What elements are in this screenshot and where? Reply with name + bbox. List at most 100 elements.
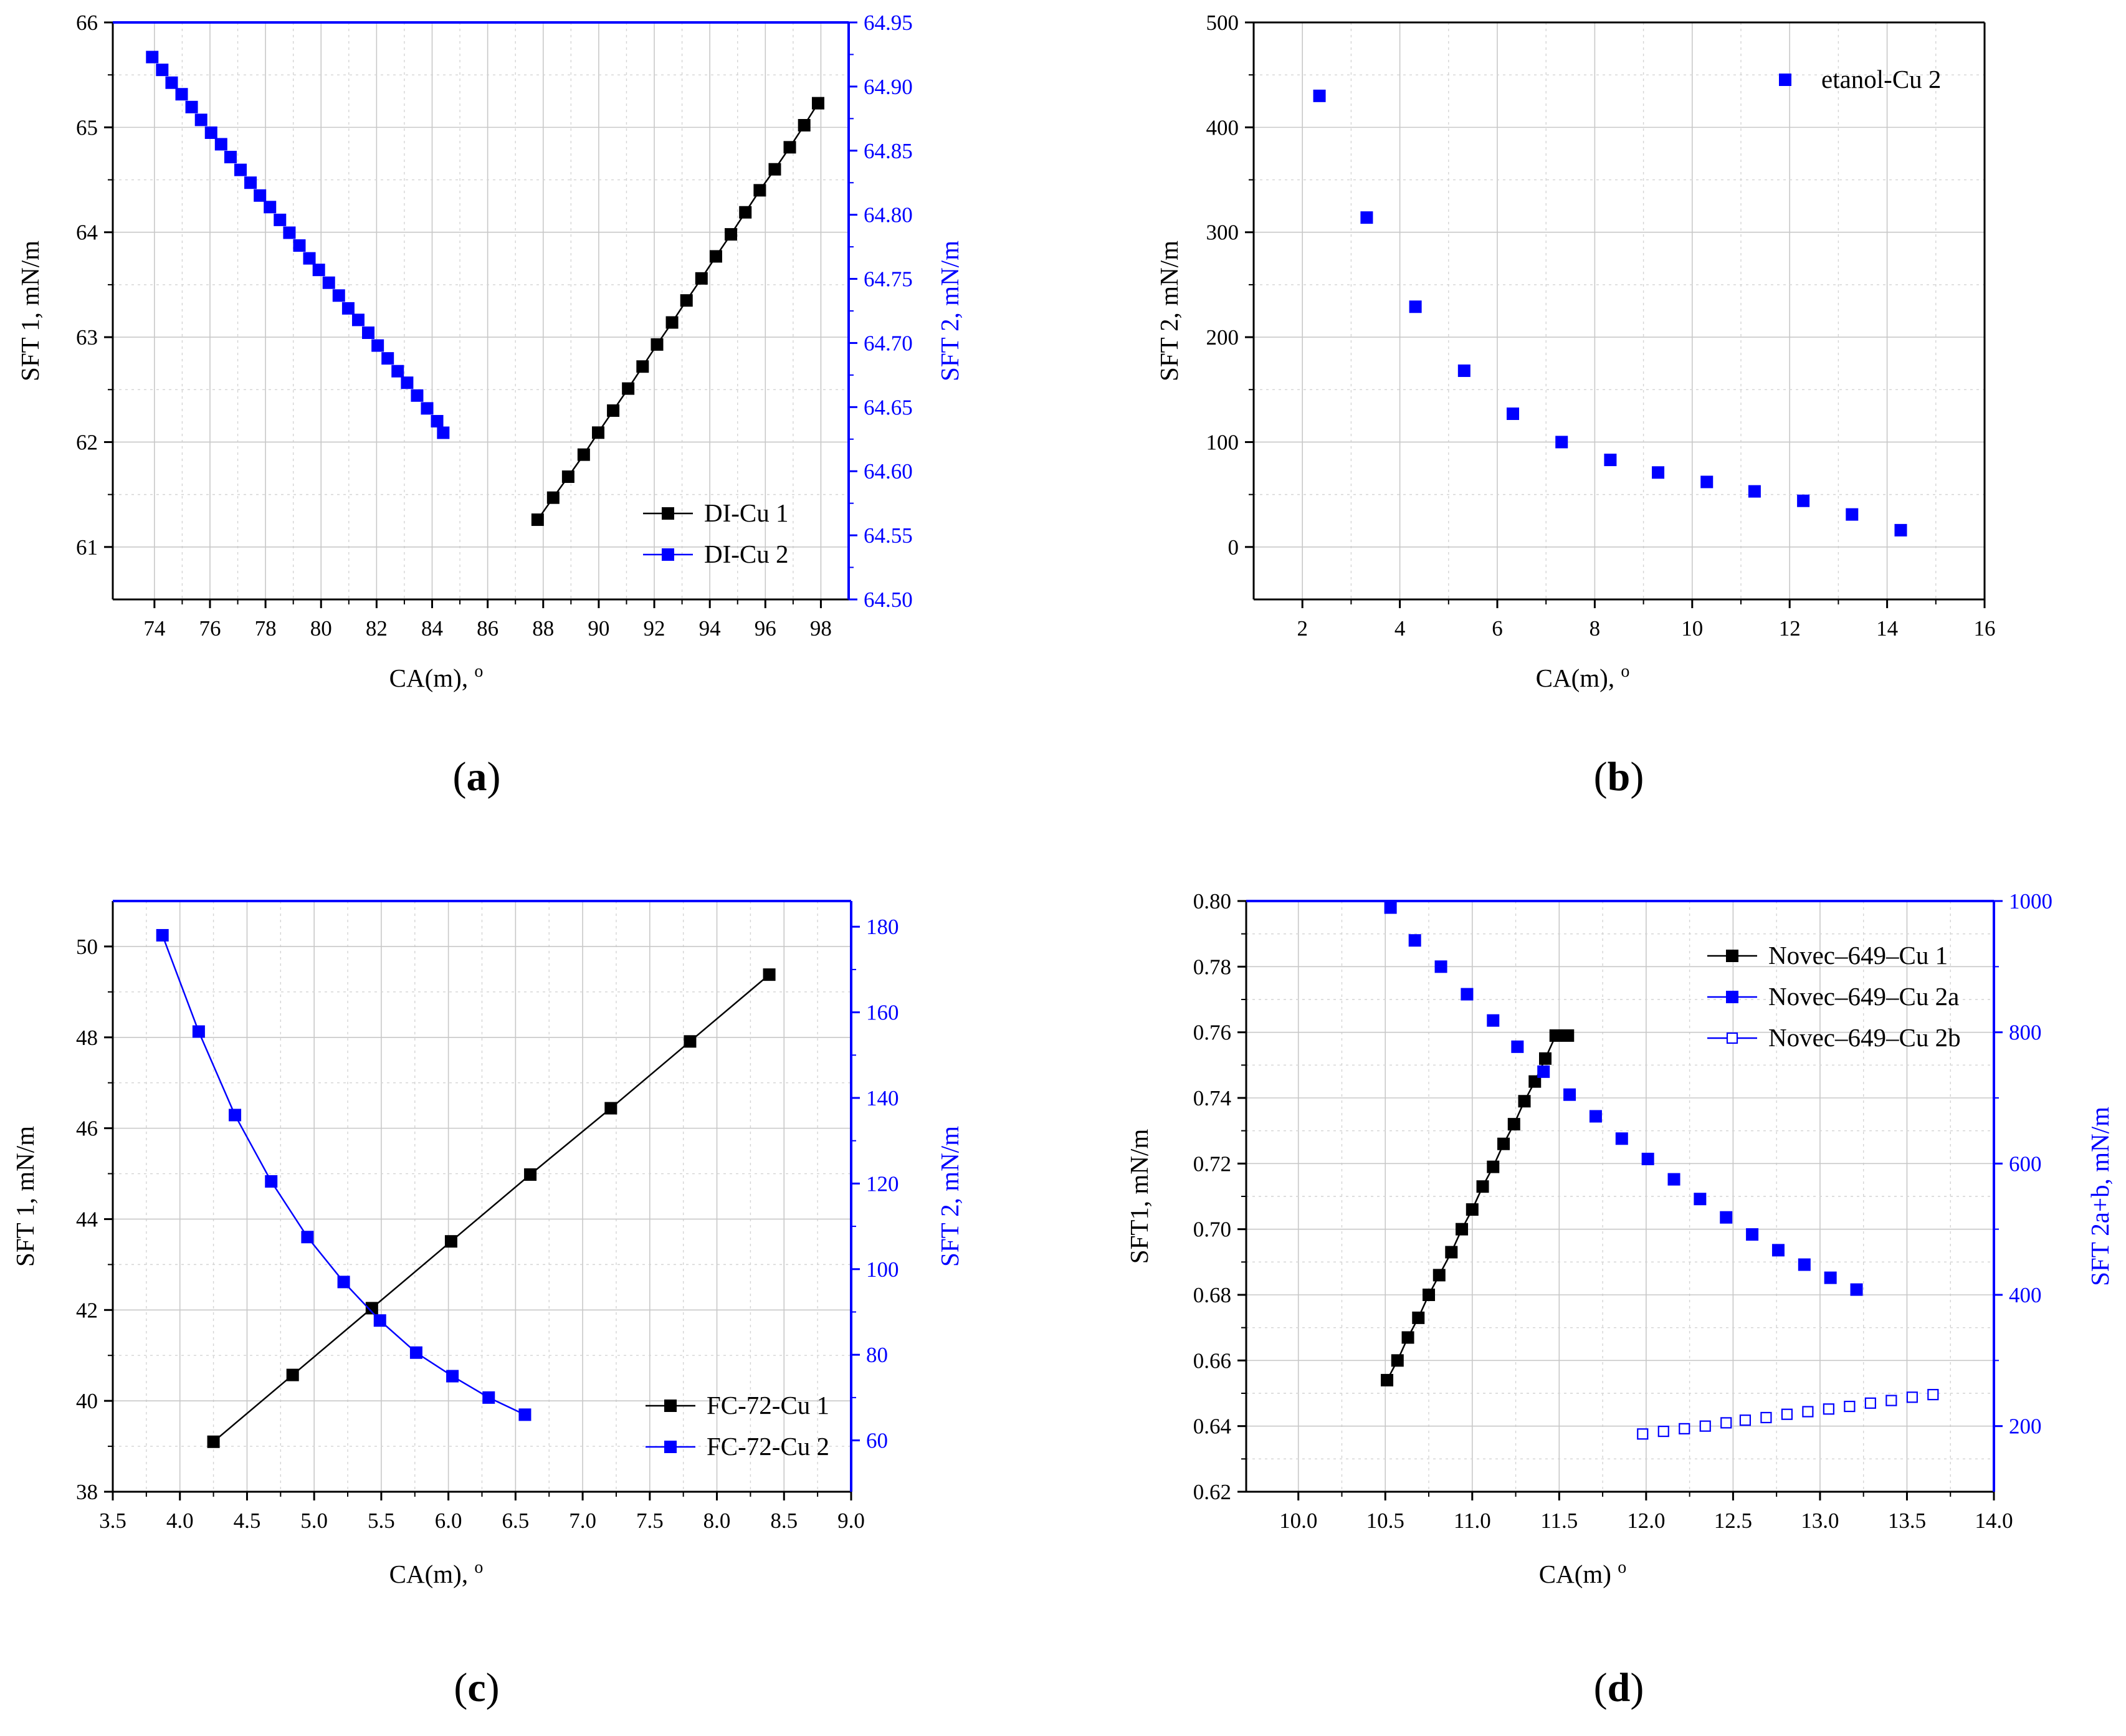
data-point: [156, 64, 169, 77]
x-tick-label: 14: [1876, 616, 1898, 641]
y2-tick-label: 800: [2009, 1021, 2042, 1045]
data-point: [1391, 1354, 1404, 1367]
data-point: [234, 163, 247, 176]
legend-marker: [1779, 74, 1791, 86]
y-tick-label: 61: [76, 535, 98, 560]
data-point: [482, 1391, 495, 1404]
data-point: [409, 1346, 422, 1359]
y2-tick-label: 64.85: [864, 139, 913, 163]
x-tick-label: 9.0: [837, 1509, 865, 1533]
y-tick-label: 100: [1206, 430, 1239, 454]
panel-label: (b): [1594, 754, 1644, 799]
x-tick-label: 5.0: [300, 1509, 328, 1533]
data-point: [1381, 1373, 1394, 1386]
x-tick-label: 16: [1974, 616, 1996, 641]
series-1: [1384, 901, 1863, 1296]
data-point: [546, 491, 560, 504]
y-tick-label: 42: [76, 1298, 98, 1322]
data-point: [695, 272, 708, 285]
data-point: [1563, 1088, 1576, 1101]
grid-lines: [113, 22, 849, 599]
series-0: [531, 97, 824, 527]
x-tick-label: 3.5: [99, 1509, 126, 1533]
x-tick-label: 13.0: [1801, 1509, 1839, 1533]
y-tick-label: 0.70: [1193, 1218, 1231, 1242]
y-tick-label: 65: [76, 115, 98, 140]
grid-lines: [1246, 901, 1994, 1492]
data-point: [175, 88, 188, 101]
legend-marker: [1726, 991, 1738, 1003]
data-point: [1461, 988, 1474, 1001]
data-point: [293, 239, 306, 252]
data-point: [798, 118, 811, 131]
y2-tick-label: 64.65: [864, 395, 913, 419]
x-tick-label: 4.5: [234, 1509, 261, 1533]
data-point: [351, 313, 365, 327]
y-tick-label: 63: [76, 325, 98, 350]
x-tick-label: 90: [588, 616, 609, 641]
data-point: [1657, 1425, 1669, 1438]
data-point: [274, 213, 287, 226]
y2-axis-title: SFT 2, mN/m: [935, 241, 964, 381]
x-tick-label: 2: [1297, 616, 1308, 641]
x-tick-label: 92: [644, 616, 665, 641]
y2-tick-label: 1000: [2009, 889, 2052, 913]
x-tick-label: 11.0: [1454, 1509, 1491, 1533]
x-tick-label: 6.5: [502, 1509, 529, 1533]
y-tick-label: 0.64: [1193, 1414, 1231, 1439]
data-point: [301, 1231, 314, 1244]
series-2: [1637, 1389, 1939, 1440]
data-point: [763, 968, 776, 981]
legend: Novec–649–Cu 1 Novec–649–Cu 2a Novec–649–C…: [1707, 941, 1961, 1052]
data-point: [753, 184, 766, 197]
y-tick-label: 38: [76, 1480, 98, 1504]
y-axis-title: SFT 1, mN/m: [11, 1126, 39, 1267]
legend-marker: [662, 507, 674, 520]
legend-entry: DI-Cu 2: [704, 540, 789, 568]
x-axis-title: CA(m), o: [389, 662, 484, 692]
data-point: [1746, 1228, 1759, 1241]
y2-tick-label: 60: [866, 1429, 888, 1453]
data-point: [431, 414, 444, 427]
y2-tick-label: 600: [2009, 1152, 2042, 1176]
data-point: [156, 928, 169, 942]
data-point: [1637, 1428, 1649, 1440]
y2-tick-label: 64.75: [864, 267, 913, 292]
data-point: [531, 513, 544, 527]
y-tick-label: 200: [1206, 325, 1239, 350]
data-point: [1555, 436, 1568, 449]
chart-panel-a: 74 76 78 80 82 84 86 88 90 92 94 96 98 61 62 63 64 65 66 64…: [16, 11, 964, 799]
data-point: [1589, 1110, 1602, 1123]
data-point: [1412, 1311, 1425, 1324]
data-point: [636, 360, 649, 373]
x-tick-label: 86: [477, 616, 498, 641]
data-point: [444, 1235, 457, 1248]
x-tick-label: 76: [199, 616, 221, 641]
data-point: [391, 365, 404, 378]
legend-entry: DI-Cu 1: [704, 498, 789, 527]
series-line: [161, 935, 525, 1416]
x-tick-label: 10.5: [1366, 1509, 1404, 1533]
legend: DI-Cu 1 DI-Cu 2: [643, 498, 789, 568]
data-point: [1518, 1095, 1531, 1108]
data-point: [680, 294, 693, 307]
data-point: [1797, 494, 1810, 507]
legend-marker: [1726, 1032, 1738, 1044]
x-tick-label: 12: [1779, 616, 1801, 641]
y-tick-label: 46: [76, 1117, 98, 1141]
data-point: [1823, 1403, 1834, 1415]
series-0: [207, 968, 776, 1448]
y-tick-label: 0.72: [1193, 1152, 1231, 1176]
data-point: [1720, 1211, 1733, 1224]
series-1: [146, 50, 450, 439]
y-tick-label: 48: [76, 1026, 98, 1050]
data-point: [1694, 1193, 1707, 1206]
y-axis-title: SFT 2, mN/m: [1155, 241, 1183, 381]
data-point: [1384, 901, 1397, 914]
data-point: [1850, 1283, 1863, 1296]
y2-tick-label: 64.70: [864, 331, 913, 355]
legend-marker: [1726, 950, 1738, 962]
series-0: [1381, 1029, 1575, 1386]
data-point: [1497, 1137, 1510, 1150]
legend-marker: [664, 1441, 677, 1453]
